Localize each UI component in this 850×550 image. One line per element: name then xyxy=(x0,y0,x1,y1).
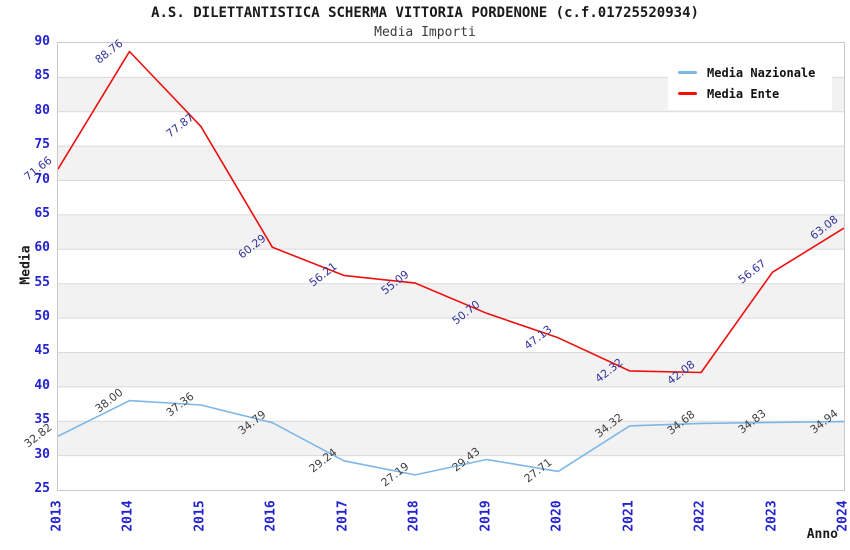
series-line-0 xyxy=(58,399,844,476)
y-tick-label: 60 xyxy=(34,240,50,256)
y-tick-label: 55 xyxy=(34,274,50,290)
legend: Media Nazionale Media Ente xyxy=(668,56,832,110)
x-tick-label: 2016 xyxy=(263,500,279,532)
y-tick-label: 90 xyxy=(34,34,50,49)
x-tick-label: 2022 xyxy=(692,500,708,532)
y-tick-label: 35 xyxy=(34,412,50,428)
y-tick-label: 40 xyxy=(34,377,50,393)
x-tick-label: 2015 xyxy=(192,500,208,532)
x-tick-label: 2020 xyxy=(549,500,565,532)
x-tick-label: 2019 xyxy=(478,500,494,532)
plot-canvas xyxy=(58,50,844,476)
series-line-1 xyxy=(58,50,844,374)
legend-swatch-icon xyxy=(678,92,697,95)
chart-title: A.S. DILETTANTISTICA SCHERMA VITTORIA PO… xyxy=(151,5,699,21)
grid-band xyxy=(58,283,844,319)
x-tick-label: 2024 xyxy=(835,500,850,532)
x-tick-label: 2013 xyxy=(49,500,65,532)
grid-band xyxy=(58,146,844,181)
y-tick-label: 85 xyxy=(34,68,50,84)
y-tick-label: 70 xyxy=(34,171,50,187)
grid-band xyxy=(58,214,844,250)
legend-label: Media Nazionale xyxy=(707,65,816,80)
x-tick-label: 2023 xyxy=(764,500,780,532)
plot-area xyxy=(57,42,845,491)
legend-swatch-icon xyxy=(678,71,697,74)
x-tick-label: 2014 xyxy=(120,500,136,532)
x-tick-label: 2018 xyxy=(406,500,422,532)
y-tick-label: 45 xyxy=(34,343,50,359)
grid-band xyxy=(58,352,844,387)
y-tick-label: 25 xyxy=(34,481,50,496)
y-tick-label: 75 xyxy=(34,137,50,153)
legend-item-1: Media Ente xyxy=(678,83,824,104)
grid-band xyxy=(58,421,844,456)
legend-item-0: Media Nazionale xyxy=(678,62,824,83)
y-tick-label: 65 xyxy=(34,205,50,221)
x-axis-label: Anno xyxy=(806,527,838,542)
chart-subtitle: Media Importi xyxy=(374,25,476,40)
y-tick-label: 30 xyxy=(34,446,50,462)
legend-label: Media Ente xyxy=(707,86,780,101)
x-tick-label: 2017 xyxy=(335,500,351,532)
x-tick-label: 2021 xyxy=(621,500,637,532)
y-tick-label: 50 xyxy=(34,309,50,325)
y-tick-label: 80 xyxy=(34,102,50,118)
